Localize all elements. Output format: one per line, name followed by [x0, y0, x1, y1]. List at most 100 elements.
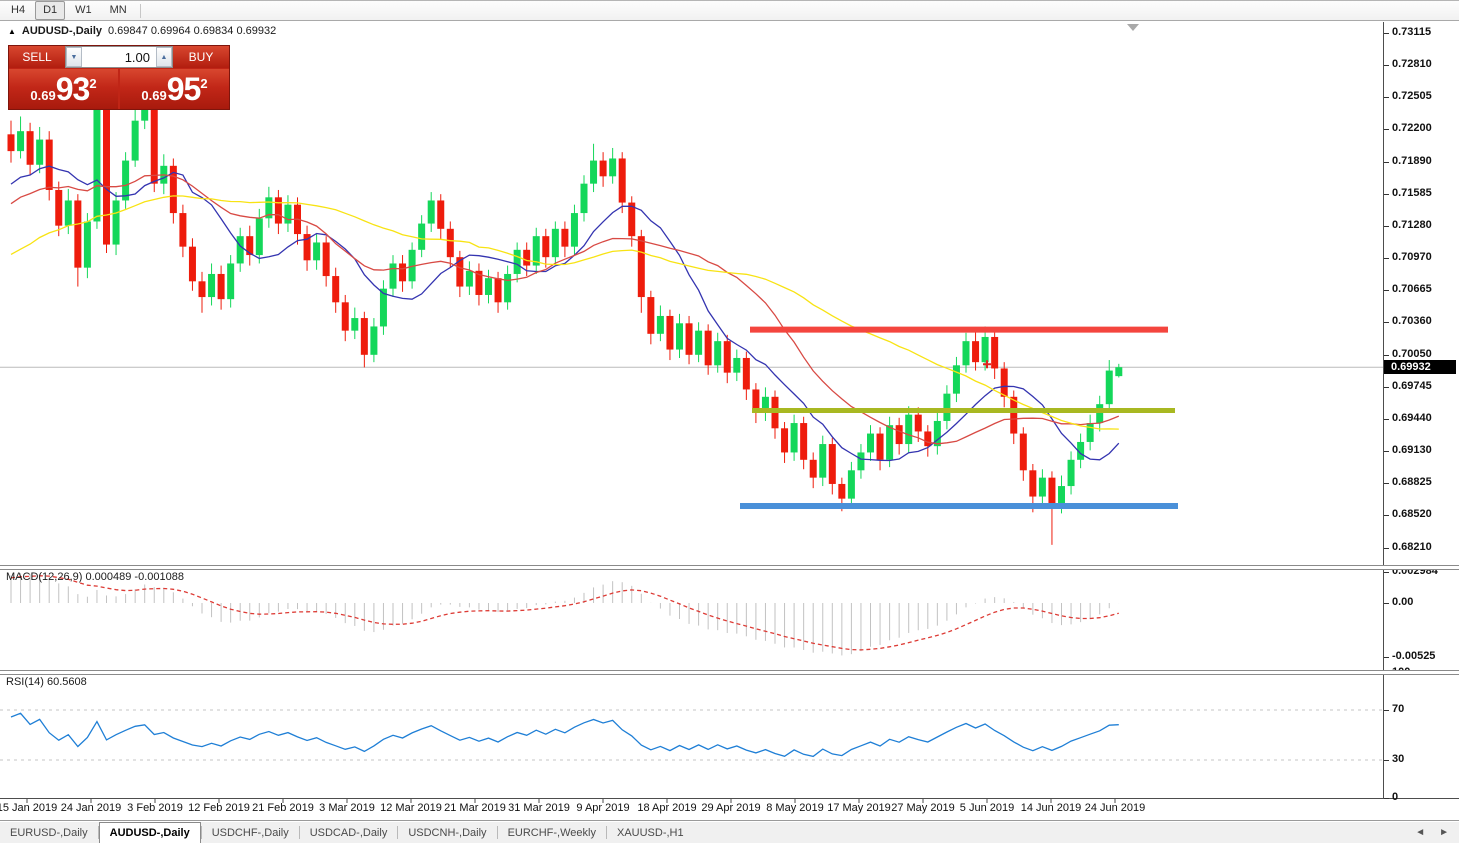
chart-tab-usdchf-daily[interactable]: USDCHF-,Daily	[211, 826, 289, 839]
current-price-badge: 0.69932	[1384, 360, 1456, 374]
buy-price-prefix: 0.69	[141, 88, 167, 103]
date-tick-label: 3 Mar 2019	[319, 802, 375, 814]
rsi-levels	[0, 709, 1383, 761]
tab-separator	[496, 826, 498, 839]
chart-shift-marker-icon[interactable]	[1127, 24, 1139, 31]
tab-scroll-left-icon[interactable]: ◄	[1415, 827, 1426, 838]
tab-separator	[605, 826, 607, 839]
date-tick-label: 29 Apr 2019	[701, 802, 761, 814]
rsi-tick-label-tick	[1384, 710, 1389, 711]
macd-tick-label-tick	[1384, 657, 1389, 658]
rsi-tick-label: 70	[1392, 703, 1405, 715]
price-tick-label: 0.68825	[1392, 476, 1432, 488]
buy-button[interactable]: BUY	[173, 46, 229, 68]
price-tick-label: 0.70665	[1392, 283, 1432, 295]
buy-price-sup: 2	[200, 76, 208, 91]
price-tick-label: 0.71280	[1392, 219, 1432, 231]
price-tick-label: 0.70050	[1392, 348, 1432, 360]
price-tick-label: 0.69440	[1392, 412, 1432, 424]
ma-line-10	[10, 165, 1120, 462]
rsi-label: RSI(14) 60.5608	[6, 676, 87, 688]
date-tick-label: 12 Feb 2019	[188, 802, 250, 814]
volume-decrease-button[interactable]: ▼	[66, 47, 82, 67]
rsi-tick-label-tick	[1384, 760, 1389, 761]
price-tick-label: 0.68210	[1392, 541, 1432, 553]
price-tick-label: 0.68520	[1392, 508, 1432, 520]
date-tick-label: 15 Jan 2019	[0, 802, 58, 814]
macd-signal-line	[10, 575, 1119, 651]
macd-pane[interactable]	[0, 568, 1459, 670]
toolbar-separator	[139, 3, 141, 18]
pane-splitter-macd[interactable]	[0, 565, 1459, 570]
price-tick-label-tick	[1384, 194, 1389, 195]
macd-tick-label: 0.00	[1392, 596, 1414, 608]
price-tick-label-tick	[1384, 355, 1389, 356]
chart-tab-usdcnh-daily[interactable]: USDCNH-,Daily	[408, 826, 487, 839]
chart-tab-usdcad-daily[interactable]: USDCAD-,Daily	[309, 826, 388, 839]
timeframe-button-mn[interactable]: MN	[109, 4, 127, 16]
ma-line-20	[10, 174, 1120, 445]
volume-input[interactable]	[82, 47, 156, 67]
price-tick-label-tick	[1384, 33, 1389, 34]
macd-tick-label-tick	[1384, 572, 1389, 573]
tab-scroll-right-icon[interactable]: ►	[1439, 827, 1449, 838]
timeframe-button-d1[interactable]: D1	[35, 1, 66, 20]
tab-separator	[397, 826, 399, 839]
volume-increase-button[interactable]: ▲	[156, 47, 172, 67]
chart-tab-xauusd-h1[interactable]: XAUUSD-,H1	[616, 826, 684, 839]
rsi-tick-label: 30	[1392, 753, 1405, 765]
price-tick-label: 0.70970	[1392, 251, 1432, 263]
price-tick-label-tick	[1384, 419, 1389, 420]
chart-title: ▲ AUDUSD-,Daily 0.69847 0.69964 0.69834 …	[8, 25, 276, 37]
date-tick-label: 24 Jan 2019	[60, 802, 122, 814]
ma-line-40	[10, 195, 1119, 430]
macd-histogram	[10, 573, 1120, 656]
date-tick-label: 14 Jun 2019	[1020, 802, 1082, 814]
price-tick-label: 0.70360	[1392, 315, 1432, 327]
price-tick-label-tick	[1384, 226, 1389, 227]
macd-signal	[10, 575, 1119, 651]
chart-tab-eurusd-daily[interactable]: EURUSD-,Daily	[10, 826, 88, 839]
main-chart-pane[interactable]	[0, 22, 1459, 565]
price-tick-label-tick	[1384, 483, 1389, 484]
chart-tab-audusd-daily[interactable]: AUDUSD-,Daily	[98, 822, 201, 843]
horizontal-level-lines	[740, 326, 1178, 510]
date-tick-label: 17 May 2019	[827, 802, 891, 814]
price-tick-label: 0.69130	[1392, 444, 1432, 456]
tab-separator	[97, 826, 99, 839]
price-tick-label-tick	[1384, 162, 1389, 163]
price-tick-label: 0.72810	[1392, 58, 1432, 70]
timeframe-button-h4[interactable]: H4	[11, 4, 26, 16]
buy-price-big: 95	[166, 71, 202, 107]
sell-price-button[interactable]: 0.69 93 2	[9, 69, 118, 109]
date-tick-label: 24 Jun 2019	[1084, 802, 1146, 814]
chart-tab-bar: EURUSD-,Daily AUDUSD-,Daily USDCHF-,Daily U…	[0, 822, 1459, 843]
timeframe-toolbar: H4 D1 W1 MN	[0, 0, 1459, 21]
sell-price-big: 93	[55, 71, 91, 107]
price-tick-label: 0.69745	[1392, 380, 1432, 392]
chart-tab-eurchf-weekly[interactable]: EURCHF-,Weekly	[507, 826, 596, 839]
sell-price-sup: 2	[89, 76, 97, 91]
sell-price-prefix: 0.69	[30, 88, 56, 103]
collapse-triangle-icon[interactable]: ▲	[8, 26, 16, 36]
candlestick-series	[7, 95, 1123, 545]
price-tick-label-tick	[1384, 322, 1389, 323]
rsi-pane[interactable]	[0, 673, 1459, 798]
price-tick-label: 0.71585	[1392, 187, 1432, 199]
price-tick-label-tick	[1384, 65, 1389, 66]
date-tick-label: 18 Apr 2019	[637, 802, 697, 814]
price-tick-label: 0.72200	[1392, 122, 1432, 134]
price-tick-label: 0.72505	[1392, 90, 1432, 102]
tab-separator	[200, 826, 202, 839]
price-tick-label: 0.73115	[1392, 26, 1432, 38]
pane-splitter-rsi[interactable]	[0, 670, 1459, 675]
price-tick-label: 0.71890	[1392, 155, 1432, 167]
timeframe-button-w1[interactable]: W1	[75, 4, 92, 16]
buy-price-button[interactable]: 0.69 95 2	[120, 69, 229, 109]
macd-tick-label: -0.00525	[1392, 650, 1436, 662]
date-axis-strip	[0, 799, 1459, 820]
sell-button[interactable]: SELL	[9, 46, 65, 68]
price-axis-border	[1383, 22, 1384, 798]
